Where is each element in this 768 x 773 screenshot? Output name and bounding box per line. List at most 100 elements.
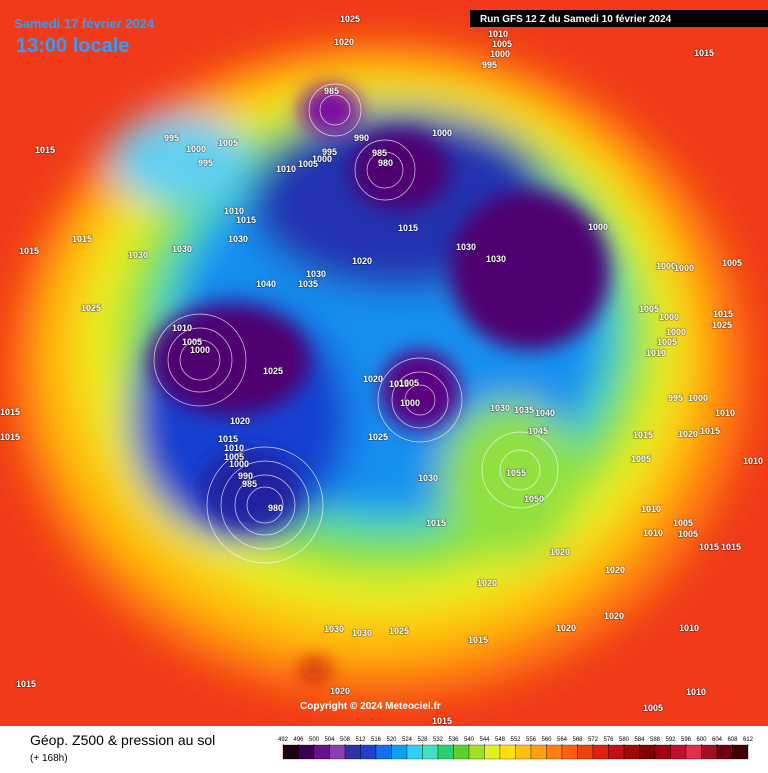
pressure-label: 1055 <box>506 468 526 478</box>
colorbar-tick-label: 540 <box>464 737 475 743</box>
map-field <box>0 0 768 726</box>
colorbar-swatch <box>546 744 563 760</box>
pressure-label: 1000 <box>186 144 206 154</box>
colorbar-tick-label: 600 <box>696 737 707 743</box>
colorbar-swatch <box>329 744 346 760</box>
pressure-label: 1010 <box>641 504 661 514</box>
colorbar-swatch <box>515 744 532 760</box>
pressure-label: 1000 <box>688 393 708 403</box>
colorbar-tick-label: 520 <box>386 737 397 743</box>
colorbar-tick-label: 532 <box>433 737 444 743</box>
pressure-label: 1005 <box>399 378 419 388</box>
pressure-label: 1040 <box>535 408 555 418</box>
pressure-label: 1020 <box>330 686 350 696</box>
pressure-label: 980 <box>268 503 283 513</box>
pressure-label: 1030 <box>486 254 506 264</box>
pressure-label: 985 <box>372 148 387 158</box>
pressure-label: 1015 <box>398 223 418 233</box>
colorbar-swatch <box>422 744 439 760</box>
colorbar-tick-label: 552 <box>510 737 521 743</box>
pressure-label: 1000 <box>588 222 608 232</box>
colorbar-swatch <box>561 744 578 760</box>
colorbar-swatch <box>623 744 640 760</box>
colorbar-swatch <box>375 744 392 760</box>
pressure-label: 1005 <box>722 258 742 268</box>
colorbar-swatch <box>282 744 299 760</box>
run-info: Run GFS 12 Z du Samedi 10 février 2024 <box>480 14 672 25</box>
colorbar-tick-label: 536 <box>448 737 459 743</box>
pressure-label: 1015 <box>432 716 452 726</box>
pressure-label: 1030 <box>490 403 510 413</box>
pressure-label: 995 <box>164 133 179 143</box>
pressure-label: 1010 <box>715 408 735 418</box>
pressure-label: 1005 <box>639 304 659 314</box>
colorbar-tick-label: 568 <box>572 737 583 743</box>
colorbar-tick-label: 492 <box>278 737 289 743</box>
pressure-label: 1015 <box>468 635 488 645</box>
colorbar-swatch <box>608 744 625 760</box>
pressure-label: 1005 <box>492 39 512 49</box>
pressure-label: 1000 <box>400 398 420 408</box>
copyright: Copyright © 2024 Meteociel.fr <box>300 701 441 712</box>
colorbar-swatch <box>437 744 454 760</box>
colorbar-tick-label: 596 <box>681 737 692 743</box>
colorbar-swatch <box>313 744 330 760</box>
colorbar-tick-label: 580 <box>619 737 630 743</box>
pressure-label: 990 <box>354 133 369 143</box>
colorbar-swatch <box>468 744 485 760</box>
colorbar-tick-label: 564 <box>557 737 568 743</box>
pressure-label: 1015 <box>426 518 446 528</box>
pressure-label: 1010 <box>488 29 508 39</box>
pressure-label: 1015 <box>72 234 92 244</box>
pressure-label: 995 <box>198 158 213 168</box>
pressure-label: 1035 <box>298 279 318 289</box>
pressure-label: 1000 <box>432 128 452 138</box>
pressure-label: 1005 <box>678 529 698 539</box>
colorbar-tick-label: 612 <box>743 737 754 743</box>
forecast-date: Samedi 17 février 2024 <box>14 16 155 31</box>
pressure-label: 1020 <box>604 611 624 621</box>
colorbar-swatch <box>592 744 609 760</box>
colorbar-tick-label: 508 <box>340 737 351 743</box>
pressure-label: 1025 <box>263 366 283 376</box>
pressure-label: 1000 <box>490 49 510 59</box>
pressure-label: 1010 <box>646 348 666 358</box>
pressure-label: 1005 <box>643 703 663 713</box>
pressure-label: 1015 <box>389 379 409 389</box>
pressure-label: 1015 <box>694 48 714 58</box>
colorbar-swatch <box>732 744 749 760</box>
pressure-label: 1000 <box>312 154 332 164</box>
colorbar-tick-label: 560 <box>541 737 552 743</box>
pressure-label: 1030 <box>306 269 326 279</box>
pressure-label: 1015 <box>236 215 256 225</box>
colorbar-tick-label: 584 <box>634 737 645 743</box>
footer-title: Géop. Z500 & pression au sol <box>30 732 215 748</box>
colorbar-swatch <box>577 744 594 760</box>
footer-subtitle: (+ 168h) <box>30 753 68 764</box>
pressure-label: 1005 <box>657 337 677 347</box>
colorbar: 492 496 500 504 508 512 516 520 524 528 532 536 540 5… <box>278 737 754 760</box>
pressure-label: 1010 <box>643 528 663 538</box>
pressure-label: 1020 <box>605 565 625 575</box>
colorbar-swatch <box>670 744 687 760</box>
pressure-label: 1030 <box>456 242 476 252</box>
pressure-label: 1040 <box>256 279 276 289</box>
run-banner <box>470 10 768 27</box>
colorbar-tick-label: 548 <box>495 737 506 743</box>
colorbar-swatch <box>701 744 718 760</box>
pressure-label: 1015 <box>0 432 20 442</box>
pressure-label: 1035 <box>514 405 534 415</box>
colorbar-swatch <box>654 744 671 760</box>
colorbar-tick-label: 576 <box>603 737 614 743</box>
colorbar-swatch <box>453 744 470 760</box>
pressure-label: 1015 <box>700 426 720 436</box>
colorbar-swatch <box>685 744 702 760</box>
colorbar-tick-label: 572 <box>588 737 599 743</box>
pressure-label: 985 <box>242 479 257 489</box>
pressure-label: 1015 <box>16 679 36 689</box>
pressure-label: 1010 <box>276 164 296 174</box>
pressure-label: 1045 <box>528 426 548 436</box>
pressure-label: 1015 <box>218 434 238 444</box>
pressure-label: 985 <box>324 86 339 96</box>
